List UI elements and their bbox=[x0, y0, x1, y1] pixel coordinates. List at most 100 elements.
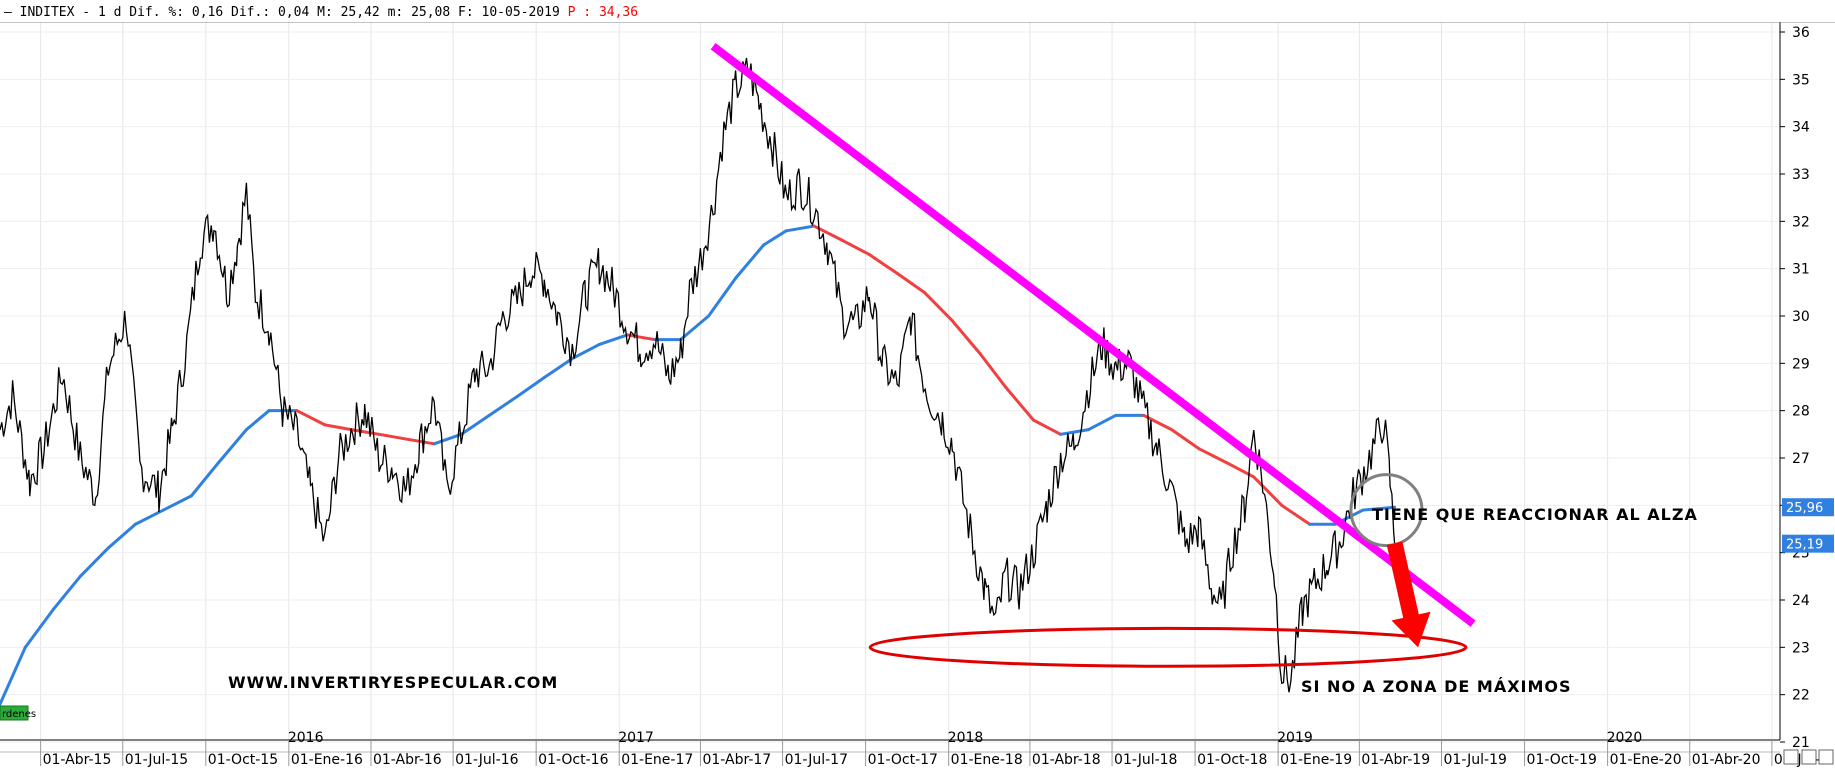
annotation-site: WWW.INVERTIRYESPECULAR.COM bbox=[228, 673, 558, 692]
price-badge-label: 25,96 bbox=[1786, 501, 1823, 516]
header-min-label: m: bbox=[388, 5, 404, 20]
ordenes-label: rdenes bbox=[2, 709, 36, 720]
moving-average-segment bbox=[1170, 428, 1201, 451]
header-name: INDITEX bbox=[20, 5, 75, 20]
x-tick-label: 01-Jul-15 bbox=[125, 752, 188, 768]
moving-average-segment bbox=[432, 432, 463, 446]
y-tick-label: 36 bbox=[1792, 25, 1810, 41]
moving-average-segment bbox=[978, 352, 1008, 389]
price-badge bbox=[1782, 498, 1834, 517]
y-tick-label: 35 bbox=[1792, 72, 1810, 88]
moving-average-segment bbox=[707, 276, 738, 318]
header-min: 25,08 bbox=[411, 5, 450, 20]
moving-average-segment bbox=[78, 546, 110, 578]
x-tick-label: 01-Abr-17 bbox=[702, 752, 771, 768]
moving-average-segment bbox=[840, 238, 871, 256]
x-tick-label: 01-Abr-15 bbox=[43, 752, 112, 768]
moving-average-segment bbox=[784, 224, 816, 233]
x-axis-ticks: 01-Abr-15 01-Jul-15 01-Oct-15 01-Ene-16 01-A… bbox=[40, 730, 1828, 768]
moving-average-segment bbox=[189, 461, 220, 498]
moving-average-segment bbox=[1197, 447, 1229, 465]
x-tick-label: 01-Jul-16 bbox=[455, 752, 518, 768]
toolbar-icons bbox=[1783, 749, 1834, 765]
y-tick-label: 32 bbox=[1792, 214, 1810, 230]
moving-average-segment bbox=[515, 376, 546, 398]
header-date-label: F: bbox=[458, 5, 474, 20]
y-axis-ticks: 21222324252627282930313233343536 bbox=[1780, 25, 1810, 751]
down-arrow bbox=[1386, 541, 1431, 648]
x-tick-label: 01-Oct-15 bbox=[208, 752, 278, 768]
ordenes-badge[interactable] bbox=[0, 705, 29, 721]
price-badge bbox=[1782, 534, 1834, 553]
price-badge-label: 25,19 bbox=[1786, 538, 1823, 553]
x-year-label: 2018 bbox=[948, 730, 984, 746]
y-tick-label: 33 bbox=[1792, 167, 1810, 183]
moving-average-segment bbox=[1059, 428, 1091, 436]
down-arrow-shape bbox=[1386, 541, 1431, 648]
moving-average-segment bbox=[133, 508, 165, 526]
moving-average-segment bbox=[542, 357, 574, 380]
price-series bbox=[0, 57, 1396, 693]
drawings bbox=[710, 43, 1476, 668]
moving-average-segment bbox=[1032, 418, 1063, 436]
x-tick-label: 01-Jul-19 bbox=[1444, 752, 1507, 768]
moving-average-segment bbox=[377, 432, 408, 441]
moving-average-segment bbox=[459, 413, 491, 436]
moving-average-segment bbox=[625, 333, 657, 342]
moving-average-segment bbox=[323, 423, 353, 432]
moving-average-segment bbox=[295, 409, 327, 427]
moving-average-segment bbox=[161, 494, 193, 512]
moving-average-segment bbox=[867, 252, 899, 275]
header-diff-pct: 0,16 bbox=[192, 5, 223, 20]
moving-average-series bbox=[0, 224, 1397, 706]
moving-average-segment bbox=[950, 319, 982, 356]
moving-average-segment bbox=[1361, 505, 1397, 512]
moving-average-segment bbox=[106, 522, 137, 550]
header-bar bbox=[0, 0, 1835, 22]
x-tick-label: 01-Abr-18 bbox=[1032, 752, 1101, 768]
moving-average-segment bbox=[404, 437, 436, 446]
header-period: 1 d bbox=[98, 5, 121, 20]
x-tick-label: 01-Ene-18 bbox=[951, 752, 1023, 768]
y-tick-label: 34 bbox=[1792, 120, 1810, 136]
moving-average-segment bbox=[597, 333, 629, 346]
x-tick-label: 01-Oct-17 bbox=[868, 752, 938, 768]
y-tick-label: 21 bbox=[1792, 735, 1810, 751]
y-tick-label: 27 bbox=[1792, 451, 1810, 467]
x-tick-label: 01-Ene-19 bbox=[1280, 752, 1352, 768]
header-date: 10-05-2019 bbox=[482, 5, 560, 20]
moving-average-segment bbox=[1087, 413, 1118, 432]
moving-average-segment bbox=[1252, 475, 1284, 507]
x-tick-label: 01-Ene-20 bbox=[1610, 752, 1682, 768]
y-tick-label: 28 bbox=[1792, 404, 1810, 420]
header-line: – INDITEX - 1 d Dif. %: 0,16 Dif.: 0,04 … bbox=[4, 5, 638, 20]
scroll-icon[interactable] bbox=[1783, 749, 1799, 765]
moving-average-segment bbox=[23, 607, 55, 649]
moving-average-segment bbox=[679, 314, 711, 342]
x-tick-label: 01-Ene-17 bbox=[621, 752, 693, 768]
y-tick-label: 31 bbox=[1792, 262, 1810, 278]
price-line bbox=[0, 57, 1396, 693]
y-tick-label: 29 bbox=[1792, 356, 1810, 372]
header-max-label: M: bbox=[317, 5, 333, 20]
moving-average-segment bbox=[487, 394, 519, 417]
moving-average-segment bbox=[244, 409, 271, 432]
x-tick-label: 01-Abr-16 bbox=[373, 752, 442, 768]
grid bbox=[0, 22, 1780, 743]
settings-icon[interactable] bbox=[1818, 749, 1834, 765]
focus-circle bbox=[1349, 473, 1424, 548]
x-year-label: 2019 bbox=[1277, 730, 1313, 746]
moving-average-segment bbox=[1004, 385, 1036, 422]
annotation-zone: SI NO A ZONA DE MÁXIMOS bbox=[1301, 677, 1572, 696]
x-year-label: 2016 bbox=[288, 730, 324, 746]
moving-average-segment bbox=[1280, 503, 1312, 526]
moving-average-segment bbox=[570, 342, 601, 361]
y-tick-label: 22 bbox=[1792, 688, 1810, 704]
annotation-react: TIENE QUE REACCIONAR AL ALZA bbox=[1372, 505, 1698, 524]
price-badges: 25,96 25,19 bbox=[1782, 498, 1834, 553]
moving-average-segment bbox=[734, 243, 766, 280]
zoom-icon[interactable] bbox=[1801, 749, 1817, 765]
header-diff-abs-label: Dif.: bbox=[231, 5, 270, 20]
header-price: 34,36 bbox=[599, 5, 638, 20]
